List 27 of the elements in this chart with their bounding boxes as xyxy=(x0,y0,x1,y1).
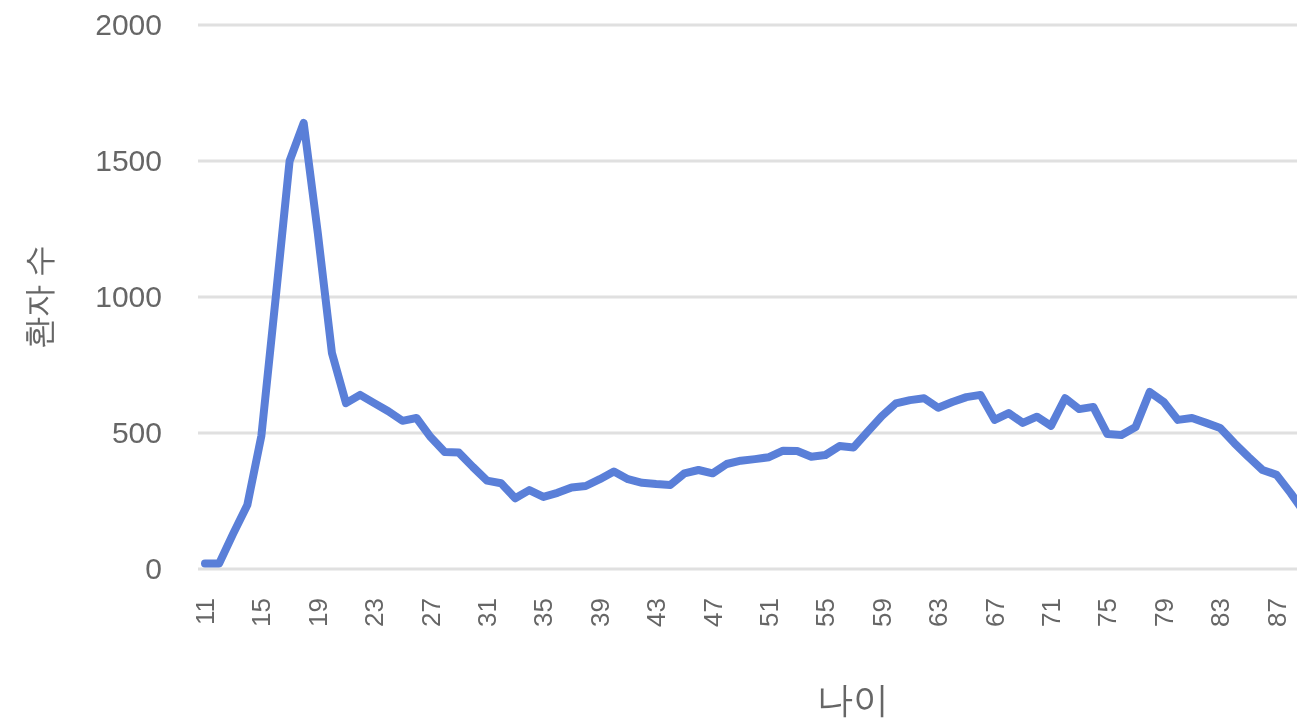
y-tick-label: 500 xyxy=(111,416,162,449)
x-tick-label: 59 xyxy=(866,598,897,627)
x-tick-label: 83 xyxy=(1205,598,1236,627)
x-tick-label: 35 xyxy=(528,598,559,627)
y-tick-label: 1500 xyxy=(95,144,162,177)
x-tick-label: 23 xyxy=(359,598,390,627)
x-tick-label: 47 xyxy=(697,598,728,627)
x-tick-label: 15 xyxy=(246,598,277,627)
x-tick-label: 43 xyxy=(641,598,672,627)
y-axis-title: 환자 수 xyxy=(21,244,57,350)
y-tick-label: 2000 xyxy=(95,8,162,41)
x-tick-label: 71 xyxy=(1036,598,1066,627)
x-tick-label: 79 xyxy=(1148,598,1179,627)
x-tick-label: 67 xyxy=(979,598,1010,627)
y-tick-label: 0 xyxy=(145,552,162,585)
x-tick-label: 51 xyxy=(754,598,784,627)
x-tick-label: 87 xyxy=(1261,598,1292,627)
x-tick-label: 31 xyxy=(472,598,502,627)
x-tick-label: 75 xyxy=(1092,598,1123,627)
x-tick-label: 55 xyxy=(810,598,841,627)
y-tick-label: 1000 xyxy=(95,280,162,313)
x-tick-label: 27 xyxy=(415,598,446,627)
x-axis-title: 나이 xyxy=(816,679,889,720)
x-tick-label: 19 xyxy=(302,598,333,627)
x-tick-label: 11 xyxy=(190,598,220,625)
x-tick-label: 39 xyxy=(584,598,615,627)
x-tick-label: 63 xyxy=(923,598,954,627)
